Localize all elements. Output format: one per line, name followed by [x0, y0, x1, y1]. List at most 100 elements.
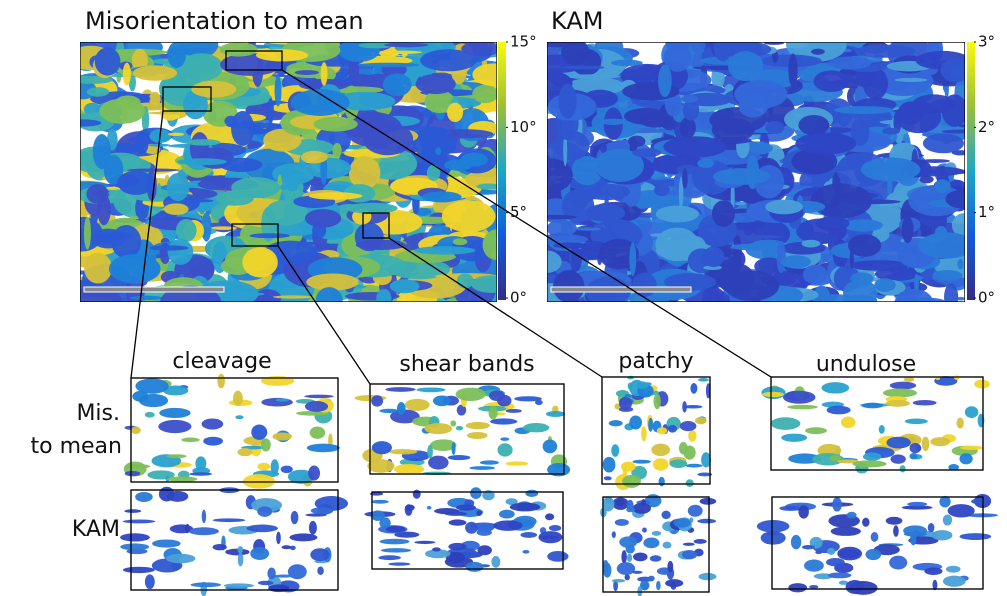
grain	[257, 462, 271, 471]
grain	[641, 426, 647, 442]
grain	[810, 183, 873, 219]
grain	[309, 426, 326, 439]
grain	[942, 575, 966, 587]
grain	[376, 288, 392, 302]
grain	[632, 459, 651, 464]
grain	[144, 574, 155, 590]
grain	[320, 62, 328, 86]
map	[761, 375, 990, 474]
grain	[175, 218, 197, 242]
grain	[382, 73, 412, 97]
grain	[827, 572, 852, 579]
grain	[728, 51, 764, 82]
grain	[235, 415, 244, 420]
grain	[394, 463, 425, 475]
grain	[260, 438, 271, 452]
grain	[924, 567, 943, 576]
grain	[811, 48, 825, 55]
grain	[627, 375, 635, 380]
grain	[703, 265, 723, 270]
grain	[448, 542, 467, 551]
grain	[465, 521, 478, 534]
grain	[612, 497, 629, 510]
grain	[414, 540, 436, 545]
grain	[92, 134, 111, 170]
grain	[158, 419, 192, 434]
zoom-box	[231, 223, 279, 247]
grain	[379, 517, 391, 529]
grain	[801, 544, 815, 550]
grain	[500, 437, 510, 441]
grain	[953, 375, 960, 380]
grain	[655, 205, 699, 223]
grain	[122, 566, 155, 574]
grain	[919, 175, 934, 184]
grain	[699, 497, 717, 505]
grain	[448, 519, 467, 526]
grain	[166, 173, 190, 202]
grain	[371, 499, 389, 504]
grain	[633, 552, 648, 562]
grain	[951, 150, 965, 156]
grain	[369, 492, 384, 496]
grain	[535, 399, 543, 405]
grain	[685, 479, 694, 488]
colorbar-tick-label: 5°	[510, 203, 527, 221]
grain	[308, 192, 363, 200]
grain	[948, 463, 960, 471]
grain	[237, 546, 244, 554]
grain	[482, 229, 497, 261]
grain	[667, 424, 678, 433]
grain	[129, 295, 163, 301]
grain	[886, 436, 911, 449]
map	[364, 487, 569, 572]
grain	[762, 391, 784, 397]
grain	[122, 62, 131, 86]
grain	[697, 158, 715, 169]
grain	[525, 489, 539, 497]
grain	[829, 455, 842, 462]
grain	[467, 431, 488, 440]
grain	[304, 400, 329, 412]
grain	[798, 114, 830, 136]
grain	[860, 157, 921, 182]
grain	[626, 507, 636, 513]
grain	[821, 382, 850, 394]
grain	[188, 527, 220, 536]
grain	[901, 216, 914, 243]
grain	[878, 425, 885, 434]
grain	[135, 491, 153, 502]
grain	[641, 498, 646, 507]
grain	[648, 417, 654, 432]
grain	[505, 498, 518, 505]
grain	[944, 283, 959, 302]
map	[354, 383, 571, 477]
grain	[632, 148, 662, 158]
map	[80, 42, 497, 302]
grain	[246, 524, 278, 533]
map-border	[130, 489, 339, 591]
grain	[826, 557, 845, 567]
grain	[429, 439, 457, 451]
grain	[272, 432, 292, 441]
grain	[201, 212, 212, 242]
grain	[603, 476, 612, 481]
grain	[910, 532, 917, 546]
grain	[308, 520, 317, 535]
grain	[332, 142, 342, 158]
grain	[809, 584, 819, 589]
grain	[465, 561, 484, 572]
grain	[915, 445, 922, 452]
grain	[834, 106, 894, 114]
grain	[223, 583, 254, 588]
grain	[912, 400, 937, 406]
grain	[237, 552, 244, 567]
grain	[289, 533, 318, 542]
grain	[217, 373, 226, 389]
grain	[358, 42, 395, 49]
grain	[624, 574, 630, 581]
grain	[894, 288, 933, 302]
grain	[802, 264, 828, 285]
grain	[249, 233, 291, 239]
grain	[99, 98, 146, 124]
